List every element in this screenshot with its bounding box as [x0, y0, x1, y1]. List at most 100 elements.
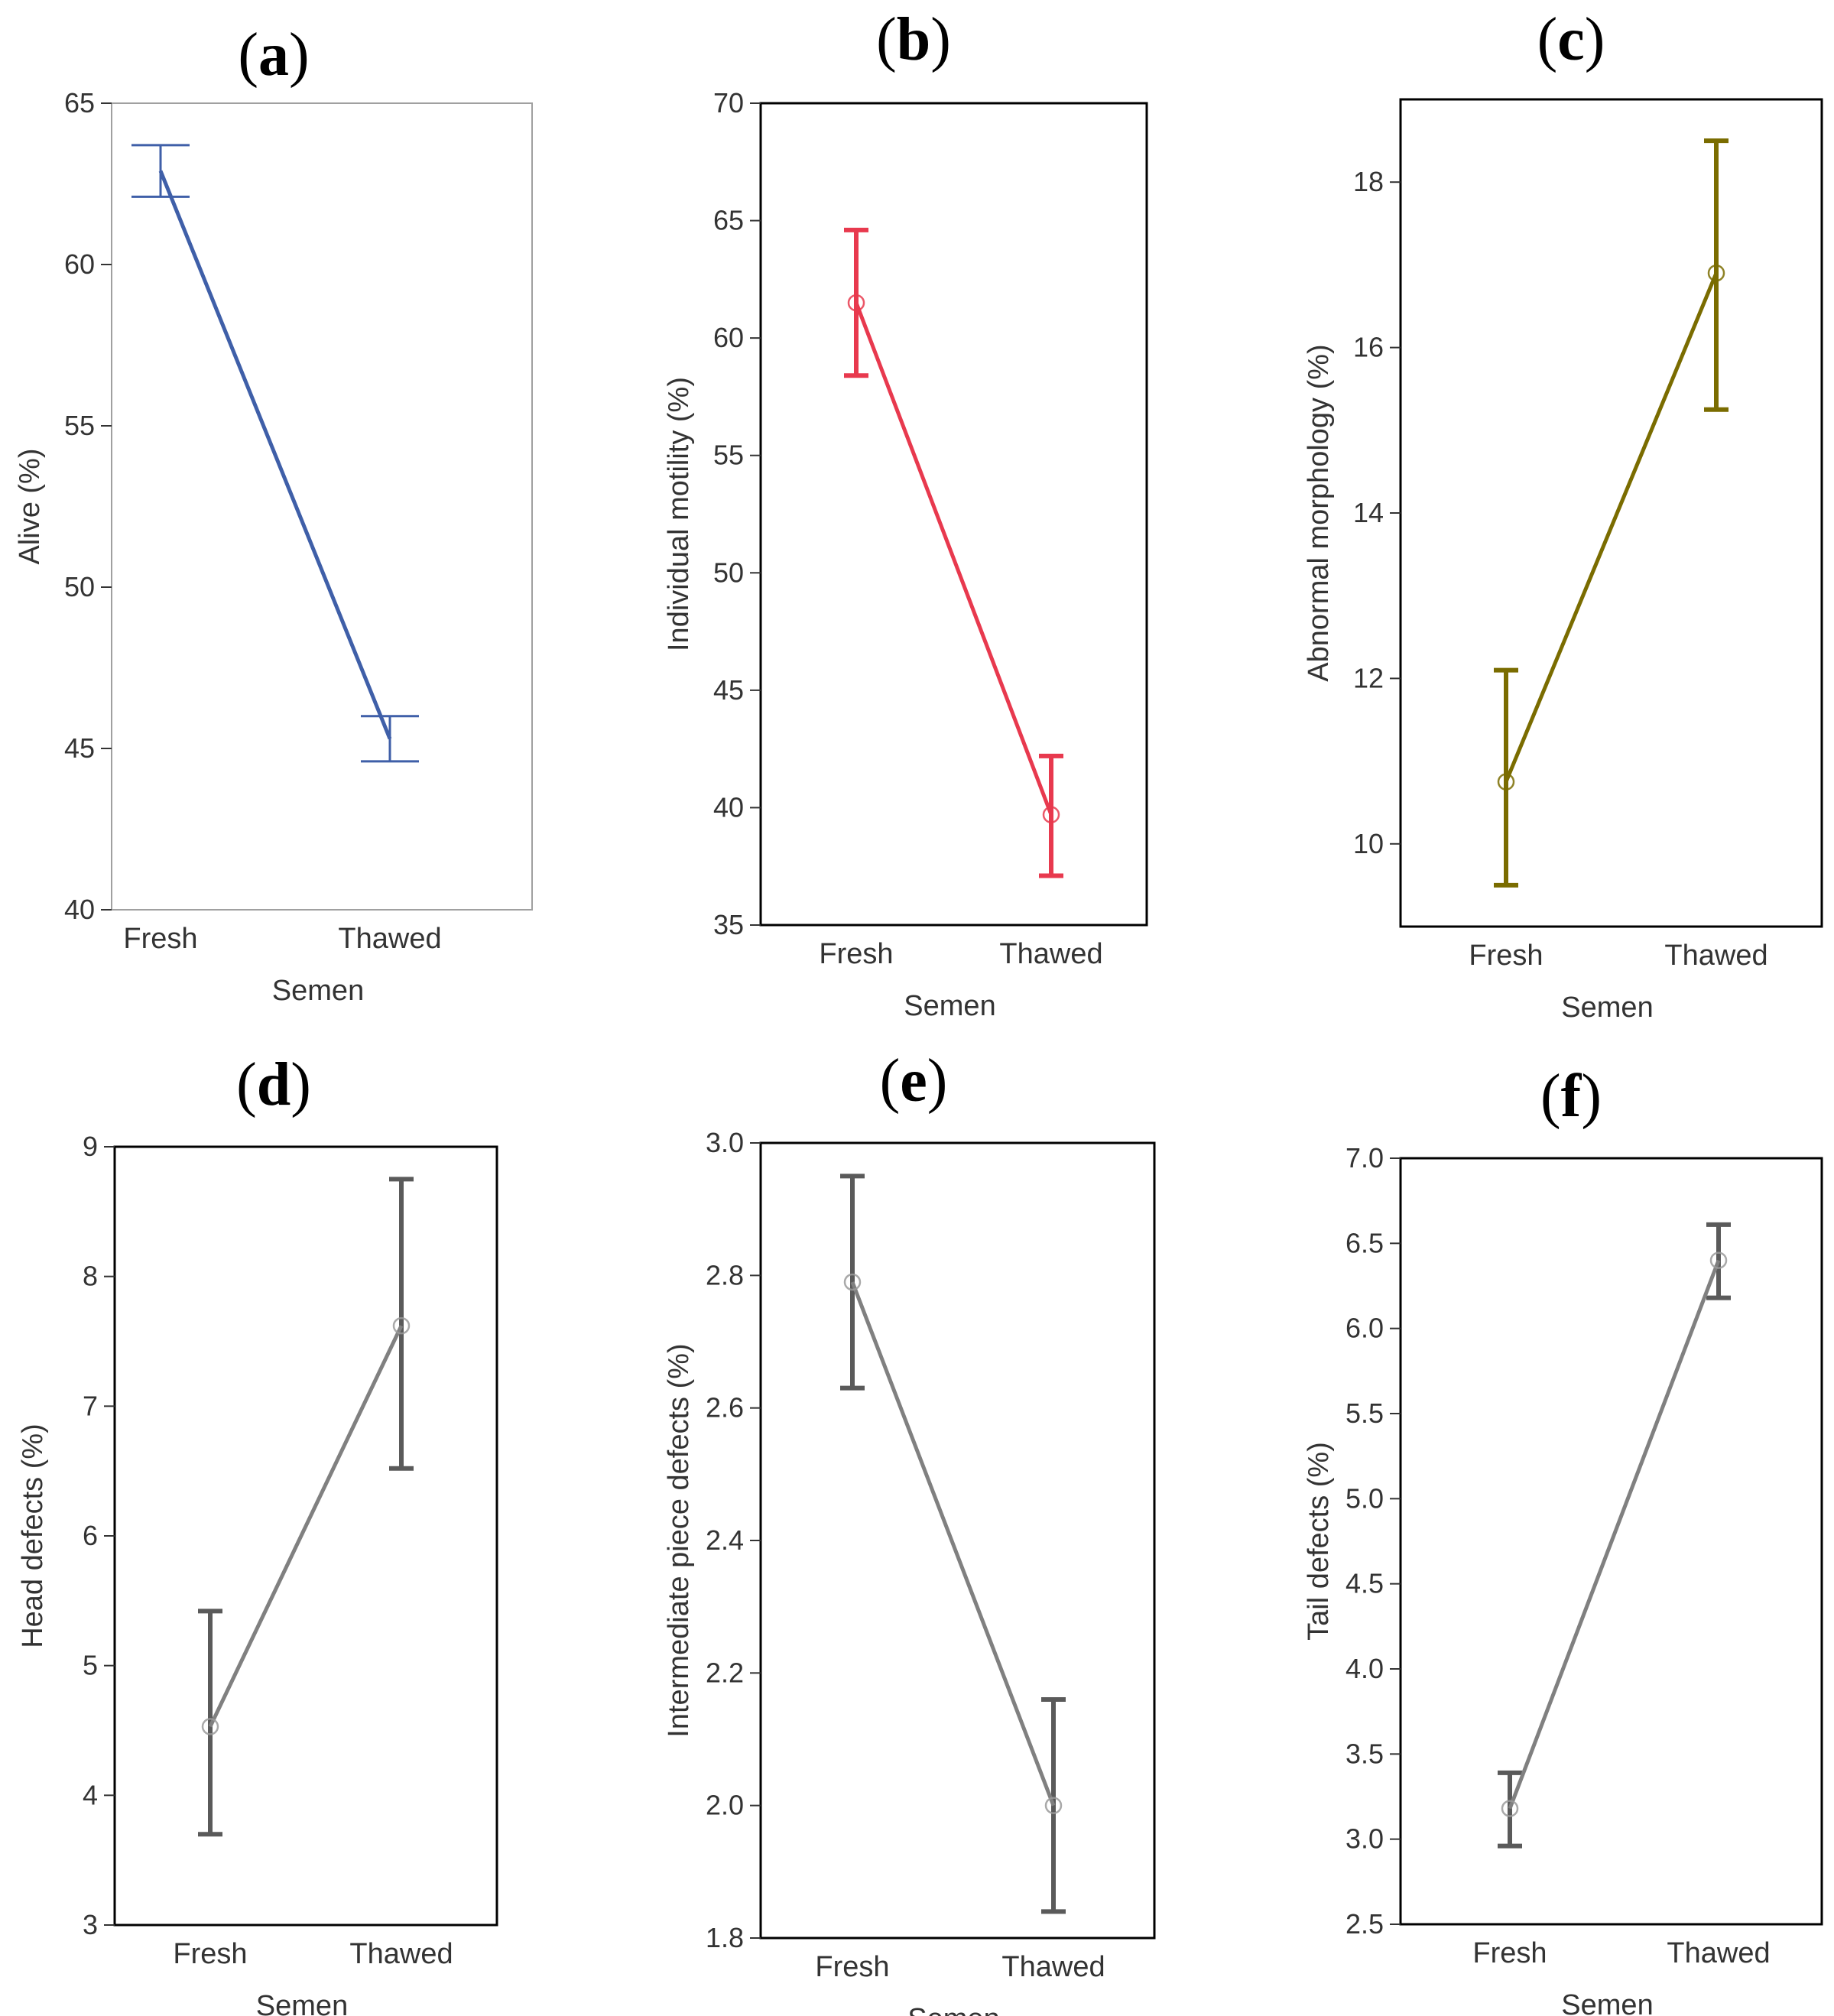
y-tick-label: 70: [713, 87, 744, 118]
x-tick-label: Fresh: [173, 1938, 247, 1970]
y-tick-label: 40: [64, 894, 95, 925]
panel-label: (a): [238, 21, 309, 89]
y-tick-label: 40: [713, 791, 744, 823]
y-tick-label: 60: [713, 322, 744, 353]
series-line: [1508, 1259, 1721, 1810]
y-tick-label: 3.0: [706, 1127, 744, 1158]
y-tick-label: 18: [1353, 166, 1384, 197]
data-point: [1042, 806, 1060, 823]
y-tick-label: 7.0: [1345, 1142, 1384, 1174]
data-point: [1709, 1251, 1728, 1269]
chart-panel-f: (f) 2.5 3.0 3.5 4.0 4.5 5.0 5.5 6.0 6.5 7.0 Fresh Th…: [1303, 1063, 1823, 2016]
x-tick-label: Fresh: [1469, 940, 1543, 972]
data-point: [847, 294, 865, 312]
data-point: [392, 1316, 411, 1335]
y-tick-label: 4.5: [1345, 1568, 1384, 1599]
x-tick-label: Fresh: [815, 1951, 889, 1983]
y-tick-label: 6.0: [1345, 1313, 1384, 1344]
y-axis-title: Intermediate piece defects (%): [663, 1343, 695, 1737]
y-tick-label: 3.0: [1345, 1823, 1384, 1855]
y-tick-label: 55: [713, 440, 744, 471]
x-axis-title: Semen: [272, 975, 364, 1007]
x-axis-title: Semen: [1561, 1989, 1653, 2016]
y-tick-label: 6.5: [1345, 1227, 1384, 1258]
y-axis-title: Alive (%): [14, 448, 46, 564]
y-tick-label: 2.4: [706, 1524, 744, 1556]
y-tick-label: 5.0: [1345, 1482, 1384, 1514]
plot-frame: [1399, 98, 1823, 928]
y-tick-label: 35: [713, 909, 744, 940]
y-axis-title: Tail defects (%): [1303, 1442, 1335, 1641]
y-axis-title: Abnormal morphology (%): [1303, 344, 1335, 681]
plot-frame: [759, 1141, 1156, 1940]
x-tick-label: Thawed: [1001, 1951, 1105, 1983]
y-tick-label: 12: [1353, 662, 1384, 693]
y-tick-label: 14: [1353, 497, 1384, 528]
y-tick-label: 45: [713, 674, 744, 706]
y-axis-title: Individual motility (%): [663, 377, 695, 651]
y-tick-label: 3: [83, 1909, 98, 1940]
y-tick-label: 4.0: [1345, 1653, 1384, 1684]
y-tick-label: 8: [83, 1261, 98, 1292]
x-tick-label: Fresh: [1472, 1937, 1547, 1969]
y-tick-label: 55: [64, 410, 95, 441]
x-tick-label: Thawed: [338, 923, 441, 955]
y-tick-label: 5: [83, 1650, 98, 1681]
x-tick-label: Fresh: [819, 938, 893, 970]
plot-frame: [759, 102, 1148, 927]
panel-label: (b): [876, 6, 951, 73]
data-point: [1501, 1800, 1519, 1817]
chart-panel-a: (a) 40 45 50 55 60 65 Fresh Thawed Semen Alive (%): [14, 21, 533, 1007]
y-tick-label: 4: [83, 1779, 98, 1810]
y-tick-label: 65: [64, 87, 95, 118]
series-line: [1504, 272, 1719, 783]
series-line: [208, 1325, 404, 1728]
y-tick-label: 7: [83, 1390, 98, 1421]
y-tick-label: 50: [713, 557, 744, 588]
chart-panel-c: (c) 10 12 14 16 18 Fresh Thawed Semen Abnormal mo…: [1303, 6, 1823, 1024]
x-axis-title: Semen: [1561, 992, 1653, 1024]
y-tick-label: 5.5: [1345, 1398, 1384, 1429]
plot-frame: [113, 1145, 498, 1927]
y-tick-label: 9: [83, 1131, 98, 1162]
y-tick-label: 2.6: [706, 1392, 744, 1424]
x-axis-title: Semen: [907, 2003, 999, 2016]
series-line: [850, 1281, 1056, 1807]
x-tick-label: Thawed: [999, 938, 1102, 970]
panel-label: (f): [1540, 1063, 1602, 1130]
y-tick-label: 2.2: [706, 1657, 744, 1688]
x-tick-label: Thawed: [1664, 940, 1767, 972]
y-tick-label: 65: [713, 205, 744, 236]
y-tick-label: 1.8: [706, 1922, 744, 1953]
y-tick-label: 16: [1353, 332, 1384, 363]
x-tick-label: Thawed: [349, 1938, 453, 1970]
y-tick-label: 2.5: [1345, 1908, 1384, 1940]
chart-panel-e: (e) 1.8 2.0 2.2 2.4 2.6 2.8 3.0 Fresh Thawed Semen…: [663, 1047, 1156, 2016]
data-point: [1044, 1797, 1063, 1814]
y-tick-label: 2.0: [706, 1790, 744, 1821]
series-line: [854, 302, 1053, 816]
x-tick-label: Thawed: [1667, 1937, 1770, 1969]
x-axis-title: Semen: [904, 990, 995, 1022]
y-tick-label: 3.5: [1345, 1738, 1384, 1769]
plot-frame: [111, 102, 533, 911]
data-point: [201, 1718, 219, 1735]
x-axis-title: Semen: [256, 1990, 348, 2016]
y-tick-label: 10: [1353, 828, 1384, 859]
y-tick-label: 60: [64, 248, 95, 280]
panel-label: (c): [1537, 6, 1605, 73]
y-tick-label: 50: [64, 571, 95, 602]
data-point: [843, 1273, 862, 1291]
series-line: [158, 170, 392, 740]
y-axis-title: Head defects (%): [17, 1424, 49, 1648]
panel-label: (d): [236, 1051, 311, 1118]
panel-label: (e): [880, 1047, 948, 1115]
y-tick-label: 2.8: [706, 1259, 744, 1290]
data-point: [1707, 264, 1725, 282]
plot-frame: [1399, 1157, 1823, 1926]
y-tick-label: 6: [83, 1520, 98, 1551]
data-point: [1497, 773, 1515, 790]
